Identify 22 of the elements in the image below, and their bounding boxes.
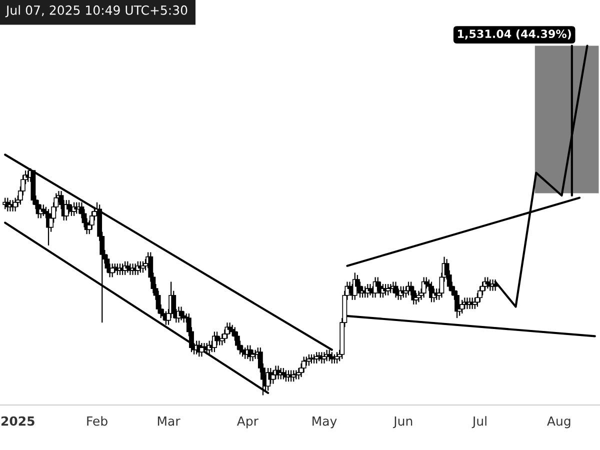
x-tick-label: May	[312, 416, 337, 428]
candlestick	[314, 352, 320, 364]
x-tick-label: 2025	[1, 416, 34, 426]
x-tick-label: Jul	[472, 416, 486, 428]
x-tick-label: Jun	[392, 416, 412, 428]
candlestick	[472, 297, 478, 310]
x-tick-label: Apr	[236, 416, 258, 428]
x-tick-label: Aug	[547, 416, 570, 428]
candlestick	[12, 197, 18, 212]
candlestick	[125, 260, 130, 274]
candlestick	[234, 331, 240, 350]
annotation: 1,531.04 (44.39%)	[458, 29, 571, 40]
candlestick	[104, 254, 110, 274]
x-tick-label: Feb	[87, 416, 108, 426]
candlestick	[227, 322, 232, 334]
candlestick	[478, 286, 482, 303]
candlestick	[199, 342, 204, 358]
candlestick	[485, 276, 490, 290]
candlestick	[270, 370, 276, 384]
candlestick	[40, 204, 46, 216]
x-tick-label: Mar	[158, 416, 180, 426]
text: Jul 07, 2025 10:49 UTC+5:30	[5, 5, 188, 18]
